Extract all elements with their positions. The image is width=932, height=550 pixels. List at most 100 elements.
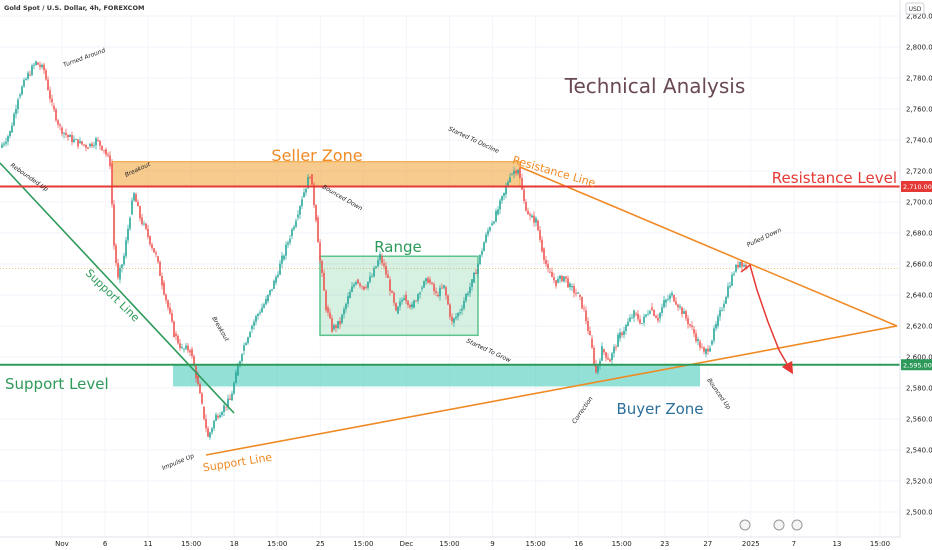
candle-body	[49, 90, 51, 99]
candle-body	[427, 278, 429, 283]
candle-body	[447, 295, 449, 305]
candle-body	[483, 242, 485, 252]
candle-body	[85, 145, 87, 148]
candle-body	[391, 291, 393, 293]
candle-body	[669, 295, 671, 300]
candle-body	[689, 324, 691, 326]
candle-body	[499, 200, 501, 210]
x-tick-label: 15:00	[870, 540, 890, 548]
candle-body	[719, 310, 721, 317]
price-axis[interactable]	[900, 0, 932, 550]
candle-body	[529, 214, 531, 216]
event-flag-icon[interactable]	[773, 519, 785, 531]
candle-body	[335, 325, 337, 328]
candle-body	[319, 242, 321, 261]
candle-body	[79, 141, 81, 144]
candle-body	[25, 78, 27, 80]
candle-body	[631, 317, 633, 319]
candle-body	[247, 337, 249, 344]
y-tick-label: 2,780.00	[906, 75, 932, 83]
candle-body	[1, 144, 3, 148]
candle-body	[401, 299, 403, 302]
candle-body	[133, 192, 135, 201]
candle-body	[67, 134, 69, 138]
candle-body	[209, 432, 211, 438]
candle-body	[485, 234, 487, 243]
event-flag-icon[interactable]	[739, 519, 751, 531]
event-icons	[739, 519, 803, 531]
resistance-price-tag	[901, 181, 932, 192]
candle-body	[501, 196, 503, 201]
candle-body	[489, 227, 491, 231]
candle-body	[585, 310, 587, 321]
candle-body	[21, 86, 23, 95]
candle-body	[675, 301, 677, 305]
candle-body	[361, 285, 363, 287]
x-tick-label: Nov	[55, 540, 69, 548]
candle-body	[561, 275, 563, 282]
candle-body	[89, 143, 91, 147]
candle-body	[745, 264, 747, 270]
candle-body	[589, 330, 591, 336]
candle-body	[553, 277, 555, 281]
support-line-orange	[205, 325, 898, 456]
x-tick-label: 13	[832, 540, 841, 548]
candle-body	[365, 287, 367, 289]
candle-body	[293, 226, 295, 230]
candle-body	[695, 333, 697, 342]
candle-body	[513, 170, 515, 174]
candle-body	[171, 313, 173, 322]
candle-body	[573, 286, 575, 294]
candle-body	[511, 173, 513, 175]
candle-body	[267, 294, 269, 302]
candle-body	[111, 163, 113, 205]
y-tick-label: 2,660.00	[906, 261, 932, 269]
candle-body	[727, 286, 729, 297]
candle-body	[321, 260, 323, 273]
candle-body	[423, 281, 425, 288]
candle-body	[205, 418, 207, 429]
candle-body	[633, 310, 635, 318]
candle-body	[91, 143, 93, 147]
candle-body	[255, 316, 257, 322]
candle-body	[507, 181, 509, 187]
candle-body	[113, 204, 115, 246]
candle-body	[191, 349, 193, 357]
candle-body	[37, 62, 39, 65]
y-tick-label: 2,820.00	[906, 13, 932, 21]
candle-body	[667, 299, 669, 300]
event-flag-icon[interactable]	[791, 519, 803, 531]
candle-body	[179, 343, 181, 349]
x-tick-label: Dec	[400, 540, 414, 548]
candle-body	[65, 132, 67, 135]
time-axis[interactable]	[0, 537, 900, 550]
candle-body	[139, 206, 141, 219]
candle-body	[523, 189, 525, 202]
candle-body	[685, 311, 687, 319]
currency-button[interactable]	[905, 2, 925, 15]
candle-body	[639, 319, 641, 324]
candle-body	[265, 299, 267, 305]
candle-body	[497, 209, 499, 215]
x-tick-label: 16	[574, 540, 583, 548]
candle-body	[481, 251, 483, 255]
candle-body	[397, 306, 399, 314]
candle-body	[329, 312, 331, 319]
candle-body	[597, 365, 599, 373]
candle-body	[525, 202, 527, 211]
candle-body	[73, 139, 75, 143]
candle-body	[437, 295, 439, 297]
seller-zone	[111, 161, 521, 187]
currency-label: USD	[909, 6, 922, 13]
candle-body	[465, 294, 467, 301]
candle-body	[605, 352, 607, 358]
candle-body	[473, 272, 475, 283]
candle-body	[629, 317, 631, 322]
candle-body	[43, 64, 45, 71]
candle-body	[167, 300, 169, 308]
candle-body	[537, 220, 539, 231]
candle-body	[103, 150, 105, 152]
symbol-title[interactable]: Gold Spot / U.S. Dollar, 4h, FOREXCOM	[4, 4, 144, 12]
candle-body	[105, 149, 107, 155]
